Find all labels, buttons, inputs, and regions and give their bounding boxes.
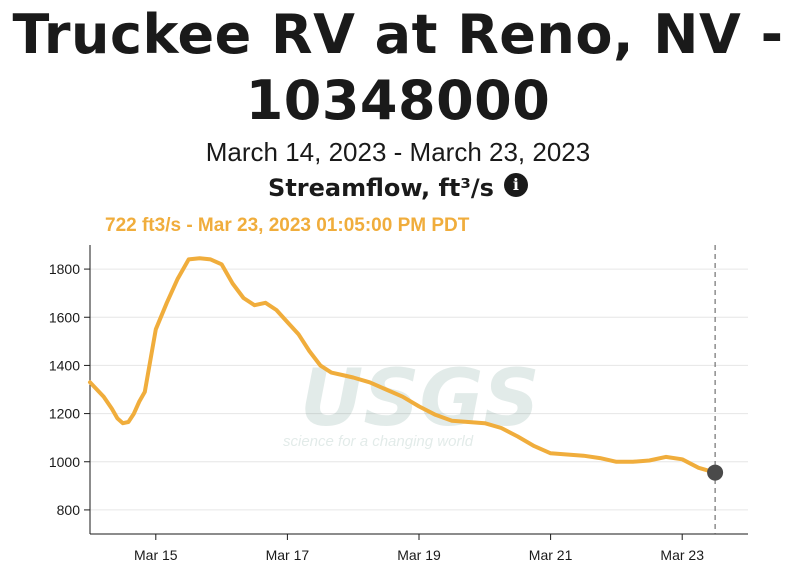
title-line-2: 10348000 (245, 69, 551, 132)
y-tick-label: 1400 (49, 357, 80, 373)
date-range: March 14, 2023 - March 23, 2023 (205, 137, 591, 167)
cursor-marker[interactable] (707, 464, 724, 481)
x-tick-label: Mar 21 (529, 547, 573, 563)
title-line-1: Truckee RV at Reno, NV - (12, 3, 784, 66)
info-icon[interactable]: i (503, 173, 528, 197)
x-tick-label: Mar 19 (397, 547, 441, 563)
y-tick-label: 800 (57, 502, 81, 518)
y-tick-label: 1000 (49, 454, 80, 470)
y-axis-ticks: 800 1000 1200 1400 1600 1800 (49, 261, 90, 518)
chart-title: Truckee RV at Reno, NV - 10348000 (0, 2, 796, 134)
x-tick-label: Mar 23 (660, 547, 704, 563)
x-tick-label: Mar 15 (134, 547, 178, 563)
y-tick-label: 1800 (49, 261, 80, 277)
y-tick-label: 1200 (49, 406, 80, 422)
x-axis-ticks: Mar 15 Mar 17 Mar 19 Mar 21 Mar 23 (134, 534, 704, 563)
streamflow-series-line (88, 256, 718, 475)
usgs-watermark: USGS science for a changing world (283, 354, 540, 450)
usgs-watermark-tagline: science for a changing world (283, 433, 474, 450)
parameter-label: Streamflow, ft³/s (268, 174, 494, 202)
hover-tooltip: 722 ft3/s - Mar 23, 2023 01:05:00 PM PDT (105, 215, 470, 236)
parameter-row: Streamflow, ft³/s i (0, 172, 796, 204)
x-tick-label: Mar 17 (266, 547, 310, 563)
y-tick-label: 1600 (49, 309, 80, 325)
